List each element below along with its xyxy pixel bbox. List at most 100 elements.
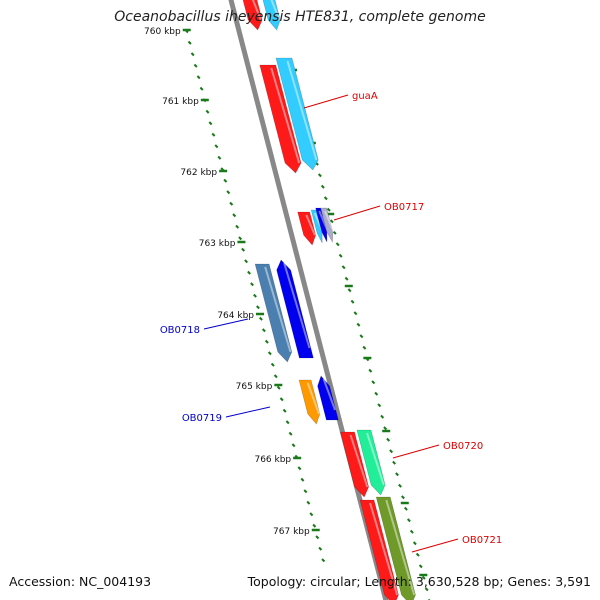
left-dotted-rail — [238, 236, 243, 241]
gene-block-OB0719-blue-highlight — [322, 378, 336, 411]
right-dotted-rail — [386, 437, 391, 442]
left-dotted-rail — [232, 213, 237, 218]
right-dotted-rail — [332, 230, 337, 235]
right-dotted-rail — [350, 299, 355, 304]
left-dotted-rail — [291, 443, 296, 448]
left-dotted-rail — [300, 477, 305, 482]
left-dotted-rail — [226, 190, 231, 195]
right-dotted-rail — [409, 529, 414, 534]
left-dotted-rail — [205, 109, 210, 114]
gene-block-grey-highlight — [324, 210, 335, 233]
left-dotted-rail — [270, 362, 275, 367]
gene-block-OB0721-highlight — [369, 502, 399, 596]
gene-block-light-blue — [275, 57, 319, 171]
left-dotted-rail — [318, 546, 323, 551]
right-dotted-rail — [356, 322, 361, 327]
gene-block-OB0721-olive-highlight — [385, 499, 416, 596]
left-dotted-rail — [264, 339, 269, 344]
gene-block-red — [242, 0, 263, 31]
kbp-tick-label: 763 kbp — [199, 239, 236, 249]
right-dotted-rail — [326, 207, 331, 212]
right-dotted-rail — [421, 575, 426, 580]
gene-block-light-blue-highlight — [286, 60, 318, 161]
left-dotted-rail — [288, 431, 293, 436]
left-dotted-rail — [256, 305, 260, 310]
right-dotted-rail — [341, 265, 346, 270]
gene-label: OB0721 — [462, 535, 502, 546]
left-dotted-rail — [229, 201, 234, 206]
right-dotted-rail — [404, 506, 408, 511]
left-dotted-rail — [196, 75, 201, 80]
left-dotted-rail — [282, 408, 287, 413]
gene-block-OB0718-blue — [276, 259, 314, 359]
gene-block-OB0719 — [298, 379, 321, 425]
left-dotted-rail — [208, 121, 213, 126]
right-dotted-rail — [398, 483, 402, 488]
right-dotted-rail — [338, 253, 343, 258]
kbp-tick-label: 762 kbp — [180, 168, 217, 178]
left-dotted-rail — [261, 328, 266, 333]
gene-block-OB0719-blue — [317, 375, 339, 421]
gene-label-leader-line — [203, 318, 249, 330]
kbp-tick-label: 766 kbp — [254, 455, 291, 465]
gene-block-OB0721 — [359, 499, 399, 600]
right-dotted-rail — [374, 391, 379, 396]
left-dotted-rail — [297, 466, 302, 471]
gene-label-leader-line — [333, 205, 381, 221]
left-dotted-rail — [253, 293, 257, 298]
left-dotted-rail — [193, 63, 198, 68]
right-dotted-rail — [418, 564, 423, 569]
gene-label: OB0720 — [443, 441, 483, 452]
right-dotted-rail — [395, 472, 399, 477]
gene-label-leader-line — [411, 538, 459, 553]
left-dotted-rail — [250, 282, 254, 287]
gene-block-guaA-highlight — [270, 67, 301, 164]
gene-block-OB0718 — [254, 263, 293, 363]
accession-text: Accession: NC_004193 — [9, 574, 152, 589]
left-dotted-rail — [306, 500, 311, 505]
right-dotted-rail — [389, 449, 394, 454]
gene-block-OB0718-blue-highlight — [283, 262, 311, 349]
gene-block-OB0717 — [297, 211, 316, 246]
right-dotted-rail — [329, 219, 334, 224]
gene-block-OB0719-highlight — [306, 382, 320, 415]
right-dotted-rail — [359, 334, 364, 339]
right-dotted-rail — [383, 426, 388, 431]
gene-label: OB0717 — [384, 202, 424, 213]
left-dotted-rail — [309, 512, 314, 517]
left-dotted-rail — [211, 132, 216, 137]
right-dotted-rail — [344, 276, 349, 281]
left-dotted-rail — [312, 523, 317, 528]
left-dotted-rail — [223, 178, 228, 183]
gene-block-OB0720-highlight — [349, 434, 369, 488]
left-dotted-rail — [247, 270, 251, 275]
kbp-tick-label: 764 kbp — [217, 311, 254, 321]
right-dotted-rail — [317, 173, 322, 178]
kbp-tick-label: 765 kbp — [236, 382, 273, 392]
gene-block-light-blue-highlight — [270, 0, 281, 21]
left-dotted-rail — [190, 52, 195, 57]
right-dotted-rail — [377, 403, 382, 408]
left-dotted-rail — [273, 374, 278, 379]
left-dotted-rail — [258, 316, 263, 321]
left-dotted-rail — [235, 224, 240, 229]
right-dotted-rail — [320, 184, 325, 189]
gene-label: OB0719 — [182, 413, 222, 424]
left-dotted-rail — [187, 40, 192, 45]
left-dotted-rail — [217, 155, 222, 160]
right-dotted-rail — [424, 587, 429, 592]
left-dotted-rail — [303, 489, 308, 494]
right-dotted-rail — [353, 311, 358, 316]
gene-label-leader-line — [225, 406, 271, 418]
topology-text: Topology: circular; Length: 3,630,528 bp… — [247, 574, 591, 589]
right-dotted-rail — [362, 345, 367, 350]
left-dotted-rail — [241, 247, 246, 252]
right-dotted-rail — [371, 380, 376, 385]
right-dotted-rail — [406, 518, 411, 523]
left-dotted-rail — [199, 86, 204, 91]
left-dotted-rail — [244, 259, 249, 264]
gene-block-cyan — [310, 209, 323, 244]
gene-block-OB0720 — [340, 431, 369, 498]
left-dotted-rail — [214, 144, 219, 149]
gene-block-grey — [320, 207, 334, 244]
